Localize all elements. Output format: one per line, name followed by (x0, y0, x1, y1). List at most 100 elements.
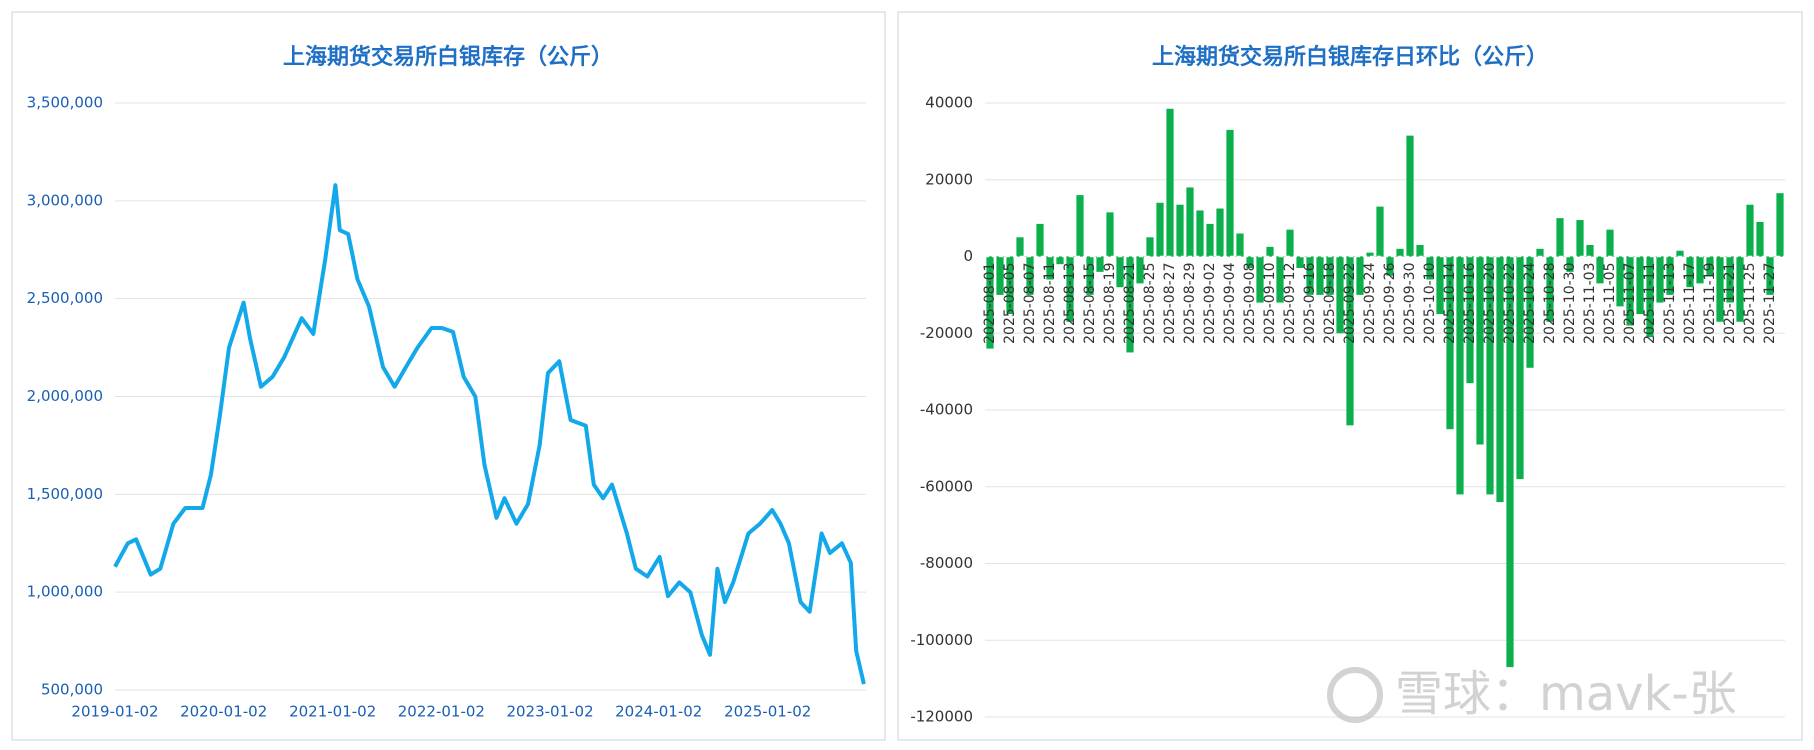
bar (1146, 237, 1154, 257)
bar (1576, 220, 1584, 257)
bar (1346, 256, 1354, 426)
bar (1086, 256, 1094, 295)
y-tick-label: 1,000,000 (27, 583, 103, 601)
bar (1706, 256, 1714, 276)
bar (1076, 195, 1084, 257)
x-tick-label: 2025-10-14 (1442, 262, 1458, 343)
bar (1586, 244, 1594, 257)
bar (1426, 256, 1434, 280)
x-tick-label: 2025-08-11 (1042, 263, 1058, 344)
bar (1516, 256, 1524, 480)
y-tick-label: -80000 (920, 554, 973, 572)
x-tick-label: 2025-10-20 (1482, 263, 1498, 344)
bar (1336, 256, 1344, 334)
bar (1216, 208, 1224, 257)
bar (1116, 256, 1124, 288)
bar (1456, 256, 1464, 495)
bar (986, 256, 994, 349)
x-tick-label: 2025-08-13 (1062, 263, 1078, 344)
bar (1716, 256, 1724, 322)
bar (1756, 221, 1764, 257)
x-tick-label: 2025-08-21 (1122, 263, 1138, 344)
x-tick-label: 2025-08-19 (1102, 263, 1118, 344)
bar (1286, 229, 1294, 257)
x-tick-label: 2025-11-17 (1682, 263, 1698, 344)
y-tick-label: 1,500,000 (27, 485, 103, 503)
x-tick-label: 2025-11-13 (1662, 263, 1678, 344)
y-tick-label: 20000 (925, 170, 973, 188)
bar (1406, 135, 1414, 257)
x-tick-label: 2025-08-27 (1162, 263, 1178, 344)
bar (1256, 256, 1264, 303)
bar (1306, 256, 1314, 295)
bar (1646, 256, 1654, 338)
bar (1556, 218, 1564, 257)
x-tick-label: 2025-11-11 (1642, 263, 1658, 344)
y-tick-label: -40000 (920, 401, 973, 419)
x-tick-label: 2025-11-21 (1722, 263, 1738, 344)
y-tick-label: 500,000 (41, 681, 103, 699)
bar (1376, 206, 1384, 257)
bar (1736, 256, 1744, 322)
x-tick-label: 2025-09-12 (1282, 263, 1298, 344)
line (113, 183, 866, 685)
x-tick-label: 2025-11-27 (1762, 263, 1778, 344)
bar (1176, 204, 1184, 257)
bar (1226, 129, 1234, 257)
x-tick-label: 2025-09-30 (1402, 263, 1418, 344)
bar (1696, 256, 1704, 284)
bar (1366, 252, 1374, 257)
x-tick-label: 2025-09-26 (1382, 262, 1398, 343)
bar (1186, 187, 1194, 257)
bar (1536, 248, 1544, 257)
bar (1246, 256, 1254, 269)
panel (11, 11, 886, 741)
watermark: 雪球：mavk-张 (1395, 666, 1737, 722)
x-tick-label: 2025-10-16 (1462, 262, 1478, 343)
x-tick-label: 2019-01-02 (71, 703, 158, 721)
bar (1486, 256, 1494, 495)
bar (1296, 256, 1304, 269)
x-tick-label: 2025-11-07 (1622, 263, 1638, 344)
bar (1566, 256, 1574, 272)
bar (1746, 204, 1754, 257)
bar (1316, 256, 1324, 295)
bar (1386, 256, 1394, 276)
x-tick-label: 2025-11-05 (1602, 263, 1618, 344)
bar (1606, 229, 1614, 257)
x-tick-label: 2025-09-10 (1262, 263, 1278, 344)
y-tick-label: -20000 (920, 324, 973, 342)
bar (1006, 256, 1014, 315)
x-tick-label: 2025-08-15 (1082, 263, 1098, 344)
y-tick-label: 3,000,000 (27, 191, 103, 209)
bar (1066, 256, 1074, 322)
bar (1636, 256, 1644, 315)
bar (1016, 237, 1024, 257)
bar (1276, 256, 1284, 303)
y-tick-label: 2,500,000 (27, 289, 103, 307)
y-tick-label: -60000 (920, 477, 973, 495)
bar (1526, 256, 1534, 368)
x-tick-label: 2025-11-03 (1582, 263, 1598, 344)
bar (1126, 256, 1134, 353)
bar (1446, 256, 1454, 430)
x-tick-label: 2025-10-10 (1422, 263, 1438, 344)
x-tick-label: 2025-08-07 (1022, 263, 1038, 344)
bar (1236, 233, 1244, 257)
x-tick-label: 2025-09-24 (1362, 262, 1378, 343)
bar (1196, 210, 1204, 257)
x-tick-label: 2025-09-16 (1302, 262, 1318, 343)
bar (1206, 223, 1214, 257)
bar (1096, 256, 1104, 272)
x-tick-label: 2025-09-02 (1202, 263, 1218, 344)
y-tick-label: 0 (963, 247, 973, 265)
bar (1156, 202, 1164, 257)
chart-title: 上海期货交易所白银库存（公斤） (283, 44, 613, 70)
x-tick-label: 2025-11-19 (1702, 263, 1718, 344)
bar (1676, 250, 1684, 257)
y-tick-label: 3,500,000 (27, 94, 103, 112)
x-tick-label: 2025-09-18 (1322, 263, 1338, 344)
y-tick-label: -100000 (910, 631, 973, 649)
x-tick-label: 2020-01-02 (180, 703, 267, 721)
